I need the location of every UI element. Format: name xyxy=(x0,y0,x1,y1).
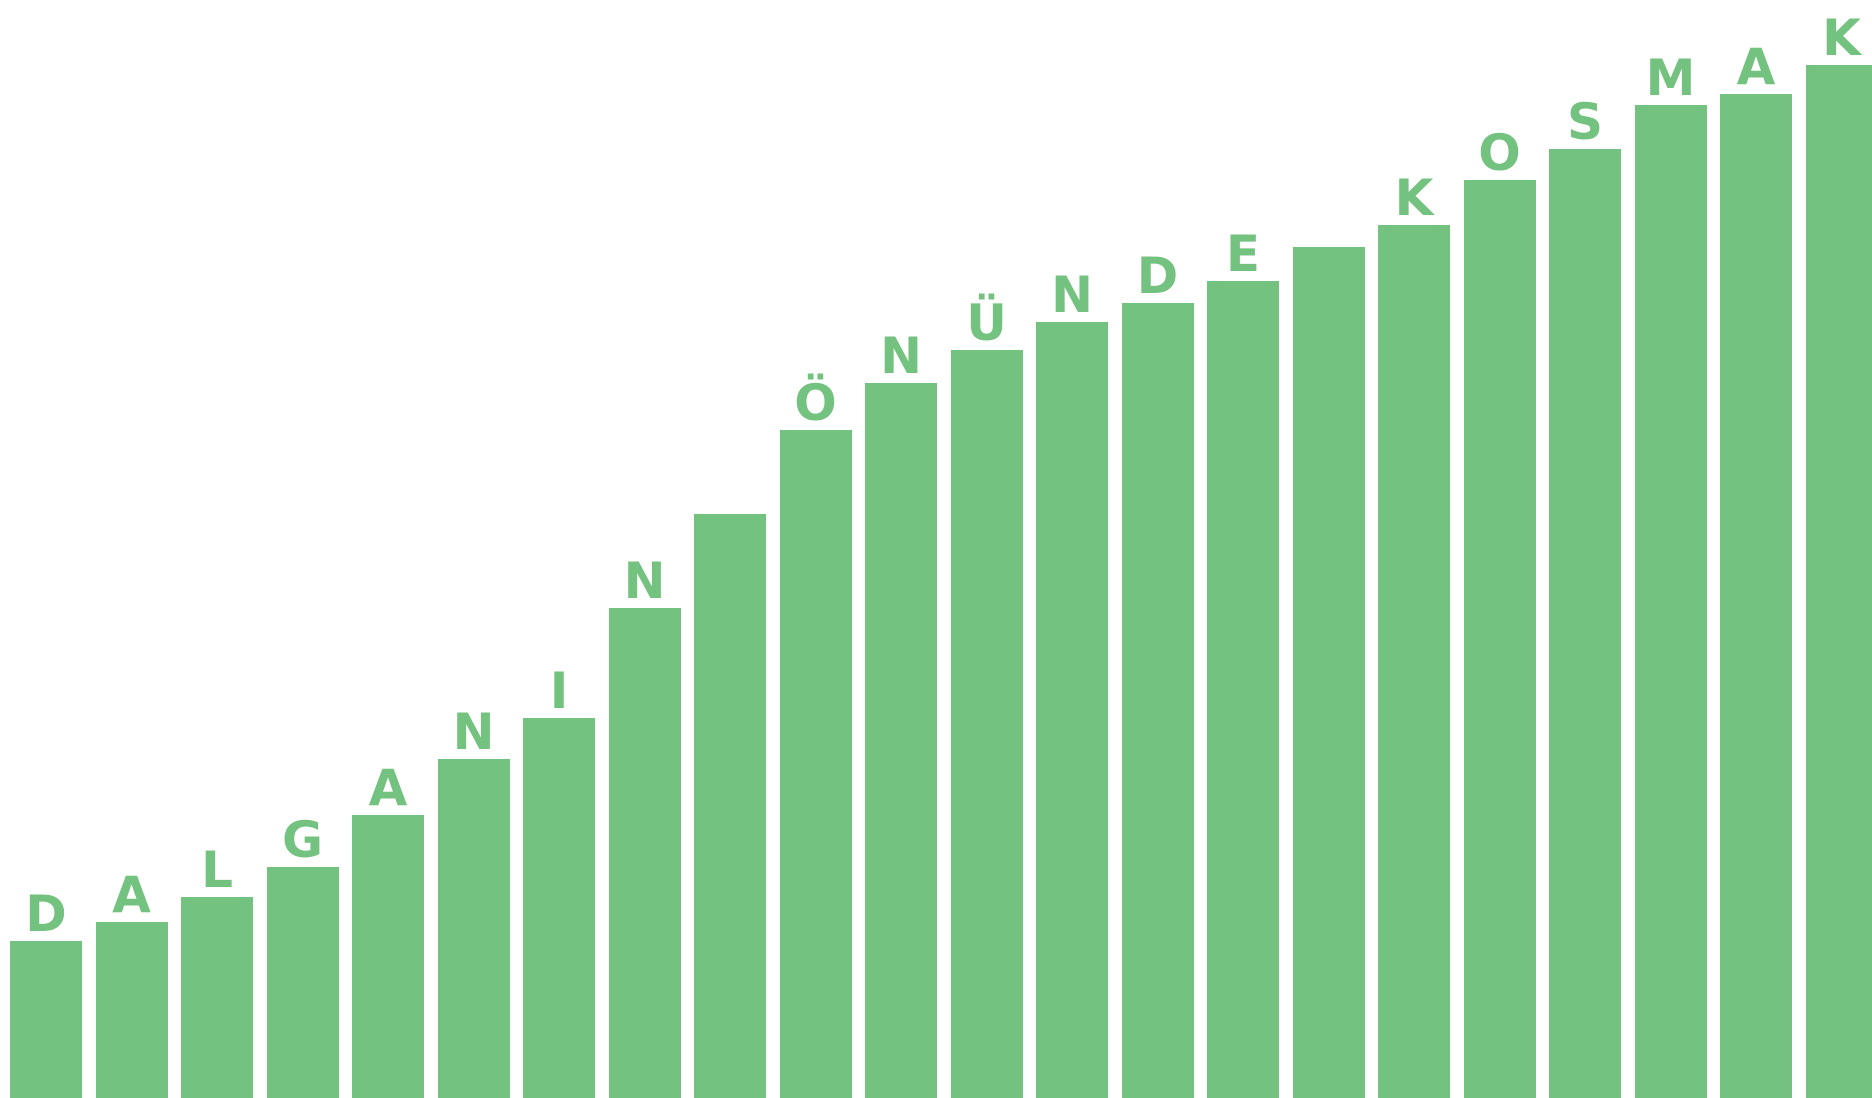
bar-6 xyxy=(523,718,595,1098)
letter-9: Ö xyxy=(794,374,837,432)
letter-4: A xyxy=(368,759,408,817)
bar-15 xyxy=(1292,247,1365,1098)
letter-18: S xyxy=(1566,93,1603,151)
bar-3 xyxy=(266,867,339,1098)
bar-7 xyxy=(608,608,681,1098)
letter-10: N xyxy=(880,327,922,385)
bar-12 xyxy=(1036,322,1108,1098)
bar-16 xyxy=(1378,225,1450,1098)
letter-5: N xyxy=(452,703,495,761)
bar-10 xyxy=(865,383,937,1098)
bar-13 xyxy=(1121,303,1194,1098)
bar-14 xyxy=(1207,281,1279,1098)
bar-20 xyxy=(1720,94,1792,1098)
letter-13: D xyxy=(1136,247,1179,305)
letter-19: M xyxy=(1645,49,1696,107)
letter-11: Ü xyxy=(966,294,1007,352)
letter-14: E xyxy=(1225,225,1261,283)
letter-1: A xyxy=(112,866,151,924)
bar-9 xyxy=(779,430,852,1098)
bar-2 xyxy=(181,897,253,1098)
letter-20: A xyxy=(1736,38,1776,96)
letter-7: N xyxy=(623,552,666,610)
letter-12: N xyxy=(1051,266,1093,324)
letter-17: O xyxy=(1478,124,1521,182)
letter-16: K xyxy=(1394,169,1434,227)
letter-0: D xyxy=(25,885,67,943)
bar-18 xyxy=(1549,149,1621,1098)
letter-21: K xyxy=(1822,9,1861,67)
bar-8 xyxy=(694,514,766,1098)
bar-19 xyxy=(1634,105,1707,1098)
bar-11 xyxy=(950,350,1023,1098)
bar-1 xyxy=(95,922,168,1098)
bar-21 xyxy=(1805,65,1872,1098)
bar-5 xyxy=(437,759,510,1098)
letter-3: G xyxy=(281,811,324,869)
bar-17 xyxy=(1463,180,1536,1098)
letter-2: L xyxy=(201,841,233,899)
letter-6: I xyxy=(549,662,569,720)
bar-0 xyxy=(10,941,82,1098)
bar-4 xyxy=(352,815,424,1098)
